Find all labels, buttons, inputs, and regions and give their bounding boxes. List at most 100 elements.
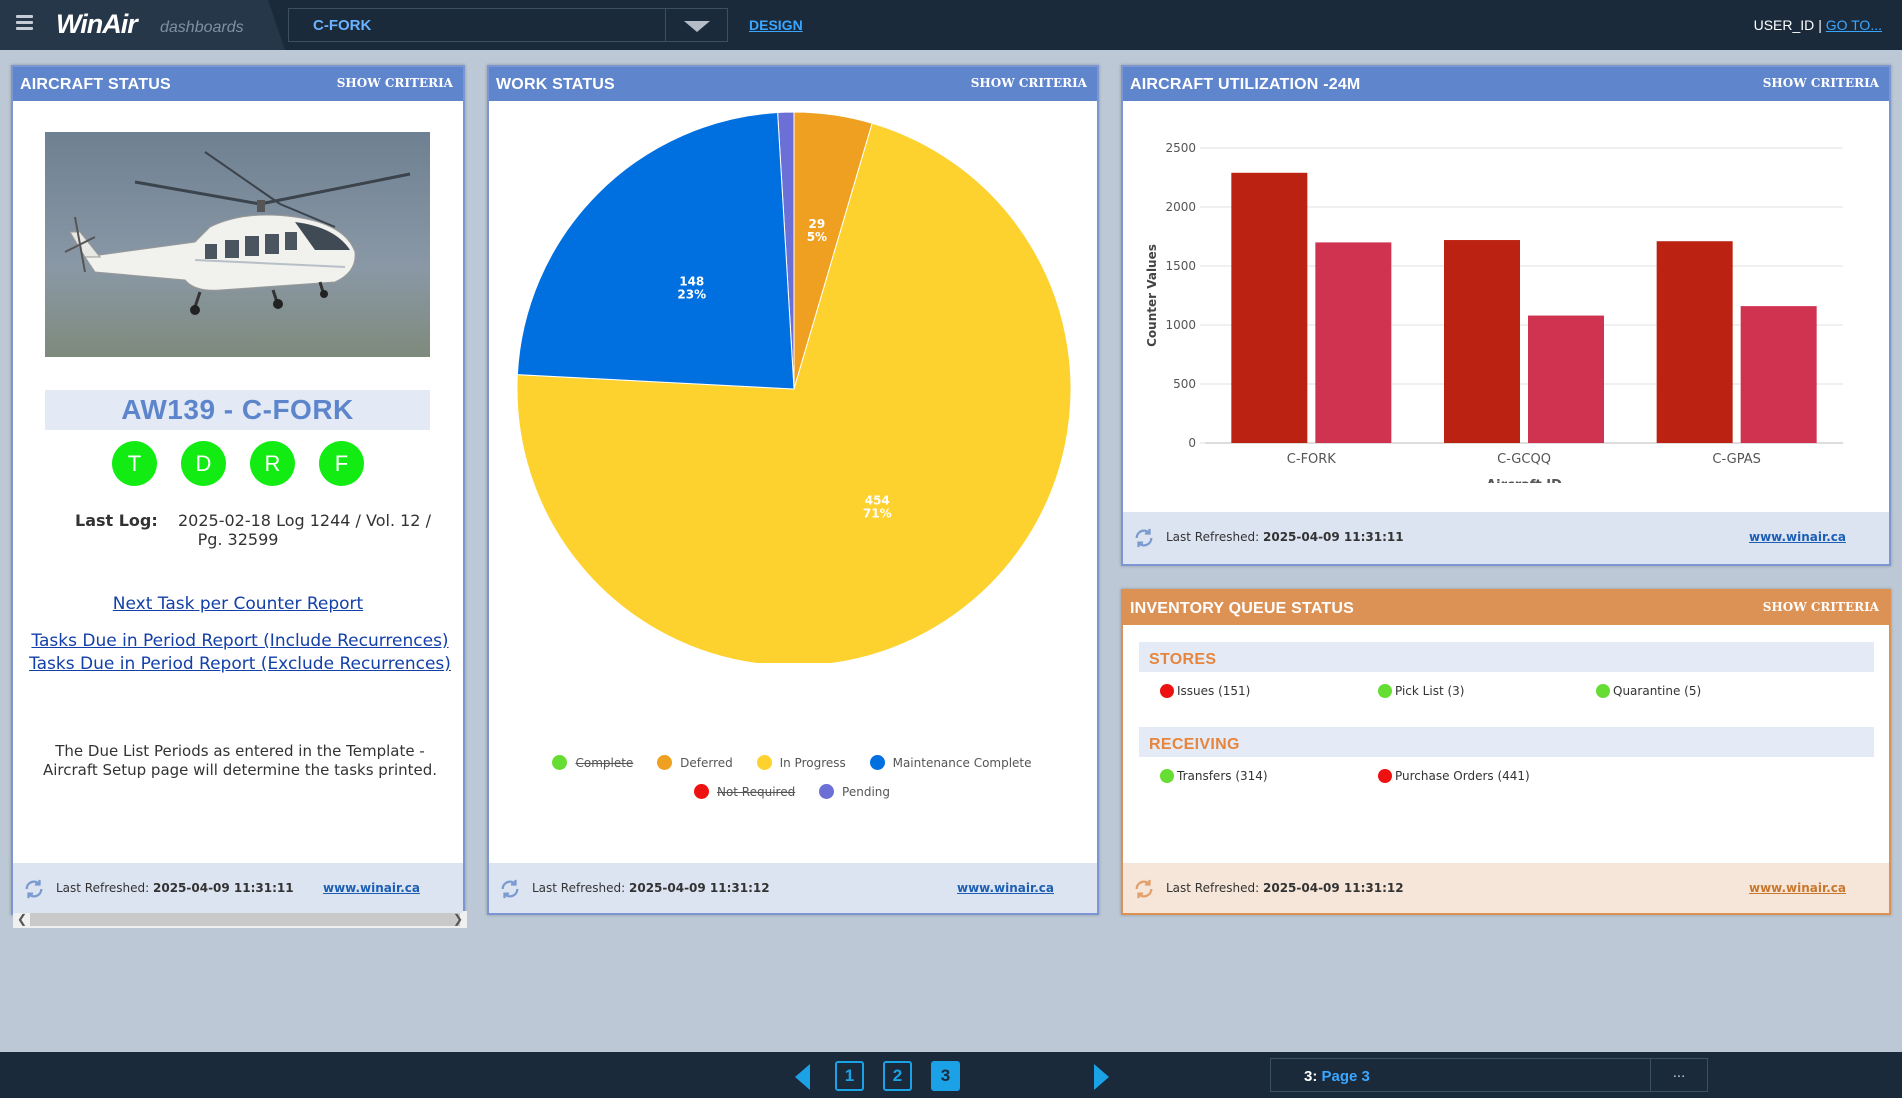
panel-title: AIRCRAFT UTILIZATION -24M <box>1130 76 1361 93</box>
utilization-bar-chart: 0 500 1000 1500 2000 2500 C-FORK C-GCQQ C-GPAS Ai… <box>1145 141 1843 483</box>
legend-deferred[interactable]: Deferred <box>657 755 733 770</box>
last-refreshed: Last Refreshed: 2025-04-09 11:31:12 <box>532 881 770 895</box>
legend-dot <box>756 755 772 770</box>
status-dot <box>1160 769 1174 783</box>
receiving-transfers[interactable]: Transfers (314) <box>1160 769 1268 783</box>
pie-percent-label: 71% <box>863 507 892 521</box>
page-selector[interactable]: 3: Page 3 ... <box>1270 1058 1708 1092</box>
goto-link[interactable]: GO TO... <box>1825 17 1882 33</box>
status-dot <box>1378 684 1392 698</box>
top-bar: WinAir dashboards C-FORK DESIGN USER_ID … <box>0 0 1902 50</box>
stores-pick-list[interactable]: Pick List (3) <box>1378 684 1464 698</box>
status-circle-t: T <box>112 441 157 486</box>
legend-complete[interactable]: Complete <box>552 755 633 770</box>
bar-c-fork-2[interactable] <box>1315 242 1392 443</box>
bar-c-gcqq-2[interactable] <box>1528 315 1604 443</box>
scroll-right-icon[interactable]: ❯ <box>452 912 464 926</box>
last-refreshed: Last Refreshed: 2025-04-09 11:31:12 <box>1166 881 1404 895</box>
tasks-due-exclude-link[interactable]: Tasks Due in Period Report (Exclude Recu… <box>29 654 451 674</box>
logo-block <box>0 0 285 50</box>
bar-c-gcqq-1[interactable] <box>1444 240 1520 443</box>
prev-page-icon[interactable] <box>795 1064 810 1090</box>
page-button-2[interactable]: 2 <box>883 1061 912 1091</box>
show-criteria-button[interactable]: SHOW CRITERIA <box>336 76 453 90</box>
winair-site-link[interactable]: www.winair.ca <box>323 881 420 895</box>
scroll-left-icon[interactable]: ❮ <box>16 912 28 926</box>
y-tick-label: 1500 <box>1165 259 1196 273</box>
pie-slice-in-progress[interactable] <box>516 122 1072 663</box>
panel-header: WORK STATUS SHOW CRITERIA <box>489 67 1097 101</box>
page-menu-button[interactable]: ... <box>1650 1059 1707 1091</box>
legend-not-required[interactable]: Not Required <box>693 784 795 799</box>
chevron-down-icon[interactable] <box>665 9 727 41</box>
panel-footer: Last Refreshed: 2025-04-09 11:31:11 www.… <box>1123 512 1889 564</box>
status-dot <box>1160 684 1174 698</box>
panel-header: AIRCRAFT UTILIZATION -24M SHOW CRITERIA <box>1123 67 1889 101</box>
legend-dot <box>693 784 709 799</box>
horizontal-scrollbar[interactable]: ❮ ❯ <box>13 911 467 928</box>
x-tick-label: C-GPAS <box>1712 452 1760 467</box>
last-log-value: 2025-02-18 Log 1244 / Vol. 12 / <box>178 511 431 530</box>
aircraft-status-panel: AIRCRAFT STATUS SHOW CRITERIA <box>11 65 467 928</box>
pie-percent-label: 5% <box>807 230 827 244</box>
pie-legend-row-1: Complete Deferred In Progress Maintenanc… <box>489 755 1095 770</box>
aircraft-utilization-panel: AIRCRAFT UTILIZATION -24M SHOW CRITERIA … <box>1121 65 1891 566</box>
x-tick-label: C-GCQQ <box>1497 452 1551 467</box>
page-button-1[interactable]: 1 <box>835 1061 864 1091</box>
receiving-purchase-orders[interactable]: Purchase Orders (441) <box>1378 769 1530 783</box>
stores-issues[interactable]: Issues (151) <box>1160 684 1250 698</box>
panel-footer: Last Refreshed: 2025-04-09 11:31:12 www.… <box>489 863 1097 913</box>
design-link[interactable]: DESIGN <box>749 17 803 33</box>
scrollbar-thumb[interactable] <box>30 913 460 926</box>
refresh-icon[interactable] <box>23 878 45 900</box>
panel-footer: Last Refreshed: 2025-04-09 11:31:12 www.… <box>1123 863 1889 913</box>
aircraft-select-value: C-FORK <box>313 17 372 34</box>
legend-dot <box>552 755 568 770</box>
inventory-queue-panel: INVENTORY QUEUE STATUS SHOW CRITERIA STO… <box>1121 589 1891 915</box>
note-line-1: The Due List Periods as entered in the T… <box>55 742 425 760</box>
status-dot <box>1596 684 1610 698</box>
legend-dot <box>819 784 835 799</box>
work-status-panel: WORK STATUS SHOW CRITERIA 29 5% 454 71% 148 2… <box>487 65 1099 915</box>
y-tick-label: 1000 <box>1165 318 1196 332</box>
legend-pending[interactable]: Pending <box>819 784 890 799</box>
y-tick-label: 500 <box>1173 377 1196 391</box>
show-criteria-button[interactable]: SHOW CRITERIA <box>1762 600 1879 614</box>
last-log-label: Last Log: <box>75 511 158 530</box>
y-tick-label: 2000 <box>1165 200 1196 214</box>
show-criteria-button[interactable]: SHOW CRITERIA <box>1762 76 1879 90</box>
refresh-icon[interactable] <box>499 878 521 900</box>
winair-site-link[interactable]: www.winair.ca <box>957 881 1054 895</box>
last-refreshed: Last Refreshed: 2025-04-09 11:31:11 <box>56 881 294 895</box>
last-refreshed: Last Refreshed: 2025-04-09 11:31:11 <box>1166 530 1404 544</box>
bottom-pager-bar: 1 2 3 3: Page 3 ... <box>0 1052 1902 1098</box>
winair-site-link[interactable]: www.winair.ca <box>1749 881 1846 895</box>
bar-c-gpas-2[interactable] <box>1740 306 1817 443</box>
tasks-due-include-link[interactable]: Tasks Due in Period Report (Include Recu… <box>31 631 449 651</box>
aircraft-select[interactable]: C-FORK <box>288 8 728 42</box>
winair-site-link[interactable]: www.winair.ca <box>1749 530 1846 544</box>
due-list-note: The Due List Periods as entered in the T… <box>13 742 467 780</box>
bar-c-gpas-1[interactable] <box>1656 241 1733 443</box>
user-area: USER_ID | GO TO... <box>1754 17 1882 33</box>
next-task-report-link[interactable]: Next Task per Counter Report <box>112 594 364 614</box>
stores-quarantine[interactable]: Quarantine (5) <box>1596 684 1701 698</box>
note-line-2: Aircraft Setup page will determine the t… <box>42 761 438 779</box>
pie-legend-row-2: Not Required Pending <box>489 784 1095 799</box>
next-page-icon[interactable] <box>1094 1064 1109 1090</box>
panel-title: AIRCRAFT STATUS <box>20 76 171 93</box>
page-button-3[interactable]: 3 <box>931 1061 960 1091</box>
hamburger-menu-icon[interactable] <box>16 15 33 30</box>
refresh-icon[interactable] <box>1133 527 1155 549</box>
legend-maintenance-complete[interactable]: Maintenance Complete <box>869 755 1032 770</box>
show-criteria-button[interactable]: SHOW CRITERIA <box>970 76 1087 90</box>
refresh-icon[interactable] <box>1133 878 1155 900</box>
status-circle-f: F <box>319 441 364 486</box>
pie-slice-maintenance-complete[interactable] <box>516 111 795 390</box>
panel-header: INVENTORY QUEUE STATUS SHOW CRITERIA <box>1123 591 1889 625</box>
status-dot <box>1378 769 1392 783</box>
bar-c-fork-1[interactable] <box>1231 172 1308 443</box>
x-tick-label: C-FORK <box>1287 452 1337 467</box>
legend-in-progress[interactable]: In Progress <box>756 755 846 770</box>
